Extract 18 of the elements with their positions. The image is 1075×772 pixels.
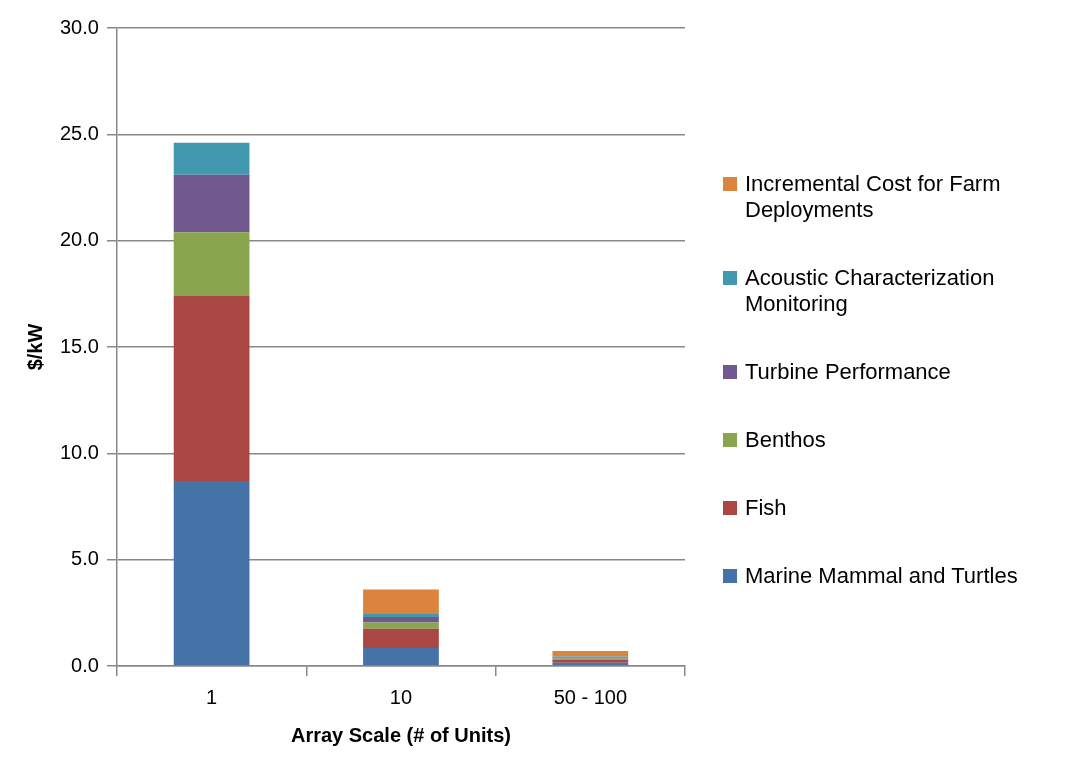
x-tick-label: 50 - 100 bbox=[553, 685, 628, 708]
x-tick-label: 10 bbox=[389, 685, 413, 708]
y-tick-label: 30.0 bbox=[59, 15, 99, 38]
legend-label: Acoustic Characterization Monitoring bbox=[745, 265, 996, 317]
legend-label: Benthos bbox=[745, 427, 826, 453]
legend-label: Incremental Cost for Farm Deployments bbox=[745, 171, 1002, 223]
y-tick-label: 15.0 bbox=[59, 334, 99, 357]
y-axis-title: $/kW bbox=[23, 323, 46, 371]
legend-label: Marine Mammal and Turtles bbox=[745, 563, 1018, 589]
y-tick-label: 0.0 bbox=[71, 653, 99, 676]
x-tick-label: 1 bbox=[206, 685, 218, 708]
x-axis-title: Array Scale (# of Units) bbox=[290, 723, 511, 746]
legend-label: Turbine Performance bbox=[745, 359, 951, 385]
y-tick-label: 10.0 bbox=[59, 440, 99, 463]
legend-label: Fish bbox=[745, 495, 787, 521]
y-tick-label: 25.0 bbox=[59, 121, 99, 144]
y-tick-label: 5.0 bbox=[71, 547, 99, 570]
y-tick-label: 20.0 bbox=[59, 228, 99, 251]
